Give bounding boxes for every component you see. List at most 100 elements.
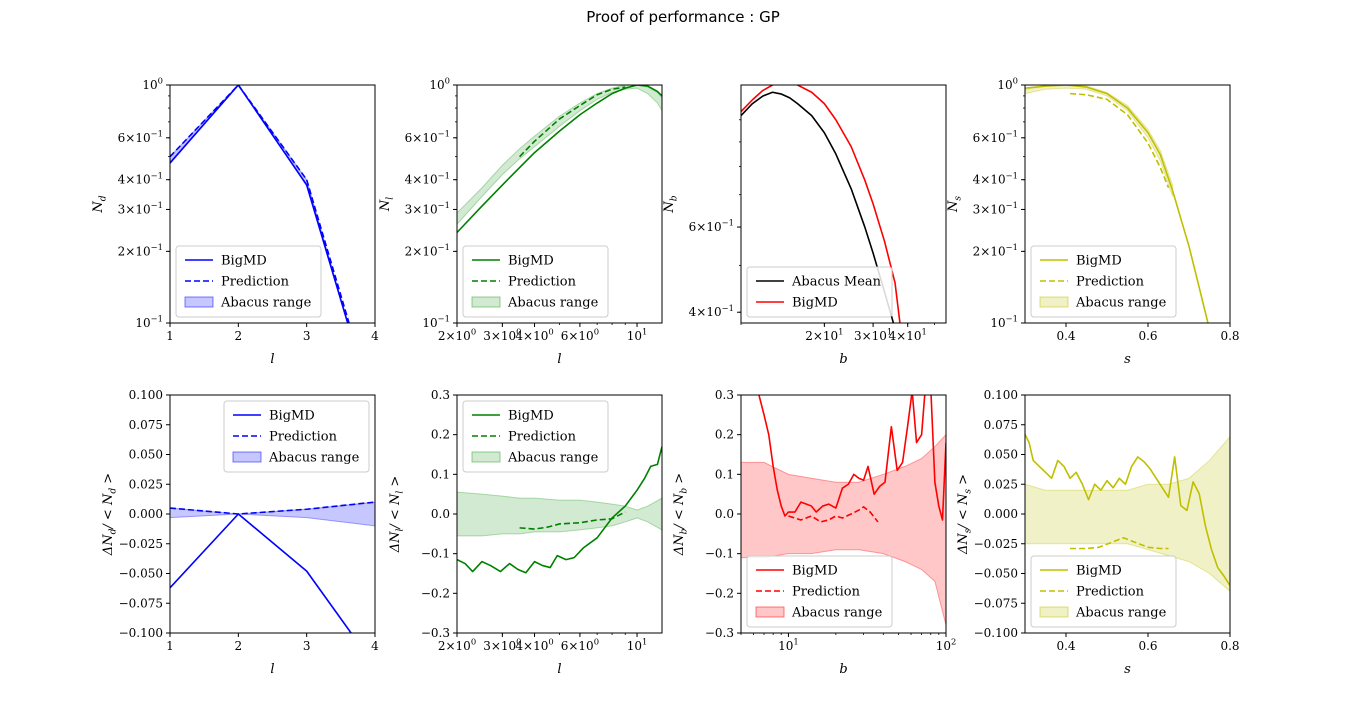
legend-abacus-mean-label: Abacus Mean: [791, 275, 882, 290]
series-bigmd-line: [758, 395, 946, 521]
legend-bigmd-label: BigMD: [508, 254, 554, 269]
x-tick-label: 4×100: [515, 637, 553, 653]
legend-abacus-range-label: Abacus range: [1075, 296, 1167, 311]
y-tick-label: −0.2: [705, 586, 734, 600]
legend-abacus-range-label: Abacus range: [220, 296, 312, 311]
y-tick-label: −0.025: [119, 537, 163, 551]
y-tick-label: −0.1: [421, 547, 450, 561]
x-tick-label: 2×100: [438, 637, 476, 653]
y-axis-label: ΔNb/ < Nb >: [672, 473, 689, 556]
subplot-7: 101 102 −0.3 −0.2 −0.1 0.0 0.1 0.2 0.3 b ΔNb/ < Nb…: [672, 388, 957, 677]
legend-abacus-range-swatch: [184, 296, 214, 308]
x-tick-label: 0.4: [1056, 329, 1075, 343]
x-tick-label: 2: [235, 329, 243, 343]
x-axis-label: b: [839, 352, 847, 367]
x-tick-label: 0.6: [1138, 639, 1157, 653]
y-tick-label: −0.3: [705, 626, 734, 640]
legend: BigMD Prediction Abacus range: [462, 400, 609, 473]
x-axis-label: l: [557, 662, 561, 677]
x-tick-label: 102: [936, 637, 957, 653]
legend: BigMD Prediction Abacus range: [175, 245, 322, 318]
y-tick-label: 3×10−1: [118, 200, 163, 216]
y-tick-label: 0.025: [129, 477, 163, 491]
legend-abacus-range-swatch: [471, 451, 501, 463]
y-tick-label: 0.075: [129, 418, 163, 432]
legend-prediction-label: Prediction: [269, 430, 338, 445]
x-tick-label: 4×100: [515, 327, 553, 343]
y-tick-label: 0.100: [129, 388, 163, 402]
y-tick-label: 0.2: [715, 428, 734, 442]
legend-abacus-range-label: Abacus range: [507, 296, 599, 311]
legend-box: [1030, 245, 1177, 318]
y-tick-label: 10−1: [990, 314, 1018, 330]
legend-abacus-range-label: Abacus range: [507, 451, 599, 466]
y-tick-label: 100: [429, 76, 450, 92]
y-tick-label: −0.100: [119, 626, 163, 640]
plot-area: [741, 395, 946, 626]
y-tick-label: 10−1: [135, 314, 163, 330]
legend-prediction-label: Prediction: [508, 275, 577, 290]
y-tick-label: −0.100: [974, 626, 1018, 640]
y-tick-label: 0.2: [431, 428, 450, 442]
y-tick-label: −0.050: [119, 567, 163, 581]
x-tick-label: 2: [235, 639, 243, 653]
subplot-4: 0.4 0.6 0.8 10−1 2×10−1 3×10−1 4×10−1 6×10−1 100…: [946, 76, 1240, 367]
x-tick-label: 6×100: [561, 637, 599, 653]
x-axis-label: l: [270, 352, 274, 367]
y-tick-label: 4×10−1: [689, 303, 734, 319]
series-prediction-line: [788, 506, 879, 523]
x-axis-label: s: [1124, 662, 1131, 677]
series-bigmd-line: [1025, 433, 1230, 586]
legend: Abacus Mean BigMD: [746, 266, 893, 318]
y-tick-label: 6×10−1: [118, 128, 163, 144]
legend-bigmd-label: BigMD: [269, 409, 315, 424]
x-tick-label: 3×100: [483, 327, 521, 343]
series-prediction-line: [170, 85, 350, 323]
x-tick-label: 1: [166, 329, 174, 343]
axes-frame: [169, 84, 376, 324]
x-tick-label: 3×101: [854, 327, 892, 343]
legend-box: [746, 266, 893, 318]
y-tick-label: 3×10−1: [973, 200, 1018, 216]
y-axis-label: ΔNs/ < Ns >: [956, 474, 973, 555]
y-tick-label: 10−1: [422, 314, 450, 330]
y-tick-label: 2×10−1: [973, 242, 1018, 258]
y-tick-label: 0.050: [129, 448, 163, 462]
subplot-5: 1 2 3 4 −0.100 −0.075 −0.050 −0.025 0.000 0.025 0.…: [101, 388, 379, 677]
legend-prediction-label: Prediction: [1076, 275, 1145, 290]
y-tick-label: −0.075: [119, 596, 163, 610]
legend-abacus-range-label: Abacus range: [1075, 606, 1167, 621]
abacus-range-band: [1025, 85, 1174, 197]
x-tick-label: 1: [166, 639, 174, 653]
series-bigmd-line: [457, 446, 662, 574]
x-axis-label: s: [1124, 352, 1131, 367]
y-tick-label: −0.3: [421, 626, 450, 640]
legend-box: [462, 245, 609, 318]
abacus-range-band: [741, 433, 946, 626]
x-tick-label: 101: [627, 637, 648, 653]
y-axis-label: ΔNl/ < Nl >: [388, 476, 405, 554]
series-abacus-mean-line: [741, 91, 895, 323]
y-tick-label: 6×10−1: [405, 128, 450, 144]
legend-prediction-label: Prediction: [1076, 585, 1145, 600]
x-tick-label: 4: [371, 329, 379, 343]
legend: BigMD Prediction Abacus range: [746, 555, 893, 628]
y-tick-label: 0.3: [431, 388, 450, 402]
legend-prediction-label: Prediction: [221, 275, 290, 290]
legend-abacus-range-swatch: [1039, 606, 1069, 618]
y-tick-label: 3×10−1: [405, 200, 450, 216]
y-axis-label: Nb: [662, 195, 679, 213]
legend-abacus-range-swatch: [471, 296, 501, 308]
y-tick-label: 4×10−1: [405, 170, 450, 186]
y-tick-label: 0.1: [715, 467, 734, 481]
legend-bigmd-label: BigMD: [792, 296, 838, 311]
plot-area: [457, 446, 662, 574]
legend: BigMD Prediction Abacus range: [1030, 555, 1177, 628]
y-tick-label: 0.1: [431, 467, 450, 481]
legend: BigMD Prediction Abacus range: [462, 245, 609, 318]
y-axis-label: ΔNd/ < Nd >: [101, 473, 118, 556]
series-prediction-line: [1070, 92, 1170, 189]
series-prediction-line: [1070, 536, 1169, 550]
